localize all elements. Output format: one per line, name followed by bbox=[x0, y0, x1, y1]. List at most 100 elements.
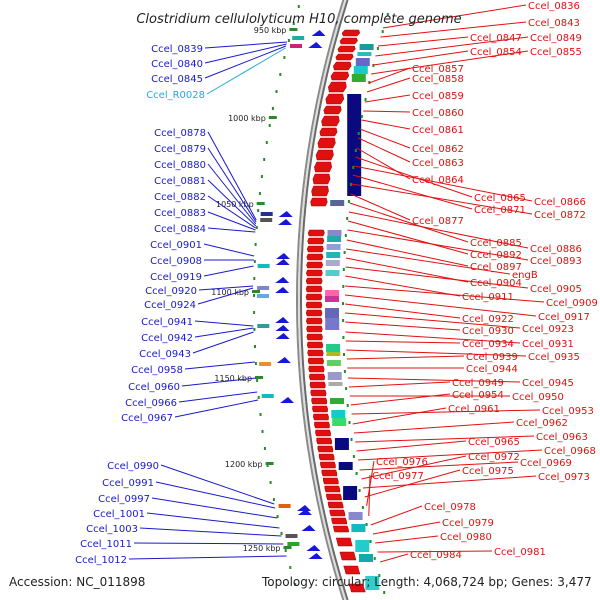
feature-block bbox=[348, 512, 363, 520]
right-gene-label: Ccel_0860 bbox=[412, 108, 464, 119]
scale-dot bbox=[253, 260, 256, 263]
right-leader-line bbox=[375, 36, 529, 57]
cds-arrow bbox=[320, 461, 336, 469]
scale-dot bbox=[253, 294, 255, 297]
right-leader-line bbox=[350, 193, 411, 221]
right-gene-label: Ccel_0969 bbox=[520, 458, 572, 469]
feature-block bbox=[359, 44, 374, 50]
right-gene-label: Ccel_0950 bbox=[512, 392, 564, 403]
scale-dot bbox=[342, 319, 345, 322]
cds-arrow bbox=[315, 149, 334, 161]
right-gene-label: Ccel_0922 bbox=[462, 314, 514, 325]
cds-arrow bbox=[305, 309, 323, 317]
left-leader-line bbox=[204, 45, 287, 79]
right-leader-line bbox=[372, 521, 441, 535]
left-leader-line bbox=[194, 327, 254, 338]
right-gene-label: Ccel_0893 bbox=[530, 256, 582, 267]
right-leader-line bbox=[355, 156, 473, 198]
label-leader-lines bbox=[128, 4, 545, 563]
feature-block bbox=[325, 318, 340, 330]
cds-arrow bbox=[305, 301, 323, 309]
left-gene-label: Ccel_1011 bbox=[80, 539, 132, 550]
right-leader-line bbox=[377, 36, 469, 47]
right-gene-label: Ccel_0975 bbox=[462, 466, 514, 477]
right-gene-label: Ccel_0923 bbox=[522, 324, 574, 335]
cds-arrow bbox=[307, 229, 325, 237]
right-gene-label: Ccel_0892 bbox=[470, 250, 522, 261]
feature-block bbox=[325, 260, 340, 266]
minus-strand-arrow bbox=[280, 397, 295, 403]
cds-arrow bbox=[330, 71, 350, 81]
feature-block bbox=[331, 410, 346, 418]
scale-dot bbox=[256, 379, 259, 382]
scale-dot bbox=[355, 472, 358, 475]
left-leader-line bbox=[181, 377, 257, 387]
small-feature bbox=[278, 504, 291, 508]
cds-arrow bbox=[311, 397, 328, 405]
kbp-tick bbox=[256, 202, 265, 205]
feature-block bbox=[351, 524, 366, 532]
minus-strand-arrow bbox=[275, 277, 290, 283]
left-gene-label: Ccel_0881 bbox=[154, 176, 206, 187]
feature-block bbox=[332, 418, 347, 426]
right-gene-label: Ccel_0854 bbox=[470, 47, 522, 58]
feature-block bbox=[328, 382, 343, 386]
scale-dot bbox=[272, 498, 275, 501]
left-gene-label: Ccel_1003 bbox=[86, 524, 138, 535]
left-gene-label: Ccel_0920 bbox=[145, 286, 197, 297]
scale-dot bbox=[346, 404, 349, 407]
right-leader-line bbox=[377, 550, 493, 553]
minus-strand-arrow bbox=[278, 219, 293, 225]
cds-arrow bbox=[318, 453, 335, 461]
left-leader-line bbox=[198, 285, 254, 291]
cds-arrow bbox=[335, 53, 354, 61]
cds-arrow bbox=[306, 341, 324, 349]
scale-dot bbox=[344, 234, 347, 237]
scale-dot bbox=[347, 200, 350, 203]
left-leader-line bbox=[146, 512, 280, 529]
left-leader-line bbox=[203, 243, 255, 257]
feature-block bbox=[357, 52, 372, 56]
scale-dot bbox=[261, 430, 264, 433]
right-leader-line bbox=[345, 340, 461, 344]
scale-dot bbox=[376, 47, 379, 50]
right-leader-line bbox=[344, 294, 537, 317]
right-gene-label: Ccel_0934 bbox=[462, 339, 514, 350]
feature-block bbox=[326, 252, 341, 258]
right-gene-label: Ccel_0935 bbox=[528, 352, 580, 363]
small-feature bbox=[260, 218, 273, 222]
right-leader-line bbox=[345, 331, 521, 344]
feature-block bbox=[355, 540, 370, 552]
scale-dot bbox=[373, 557, 376, 560]
feature-block bbox=[351, 74, 366, 82]
scale-dot bbox=[358, 489, 361, 492]
kbp-tick bbox=[252, 290, 260, 293]
scale-dot bbox=[276, 515, 279, 518]
scale-dot bbox=[263, 447, 266, 450]
right-gene-label: Ccel_0865 bbox=[474, 193, 526, 204]
feature-block bbox=[355, 58, 370, 66]
cds-arrow bbox=[306, 245, 324, 253]
right-gene-label: Ccel_0944 bbox=[466, 364, 518, 375]
left-gene-label: Ccel_1012 bbox=[75, 555, 127, 566]
scale-dot bbox=[372, 64, 375, 67]
cds-arrow bbox=[306, 317, 323, 325]
left-gene-label: Ccel_0997 bbox=[98, 494, 150, 505]
right-leader-line bbox=[349, 202, 469, 243]
cds-arrow bbox=[316, 437, 332, 445]
scale-dot bbox=[378, 574, 381, 577]
right-gene-label: Ccel_0917 bbox=[538, 312, 590, 323]
right-gene-label: Ccel_0979 bbox=[442, 518, 494, 529]
cds-arrow bbox=[310, 389, 327, 397]
right-gene-label: Ccel_0963 bbox=[536, 432, 588, 443]
cds-arrow bbox=[313, 413, 329, 421]
feature-block bbox=[326, 344, 340, 352]
right-leader-line bbox=[362, 475, 537, 489]
cds-arrow bbox=[305, 293, 323, 301]
scale-dot bbox=[289, 566, 292, 569]
right-gene-label: Ccel_0972 bbox=[468, 452, 520, 463]
cds-arrow bbox=[309, 373, 326, 381]
cds-arrow bbox=[333, 61, 352, 71]
left-gene-label: Ccel_R0028 bbox=[146, 90, 205, 101]
